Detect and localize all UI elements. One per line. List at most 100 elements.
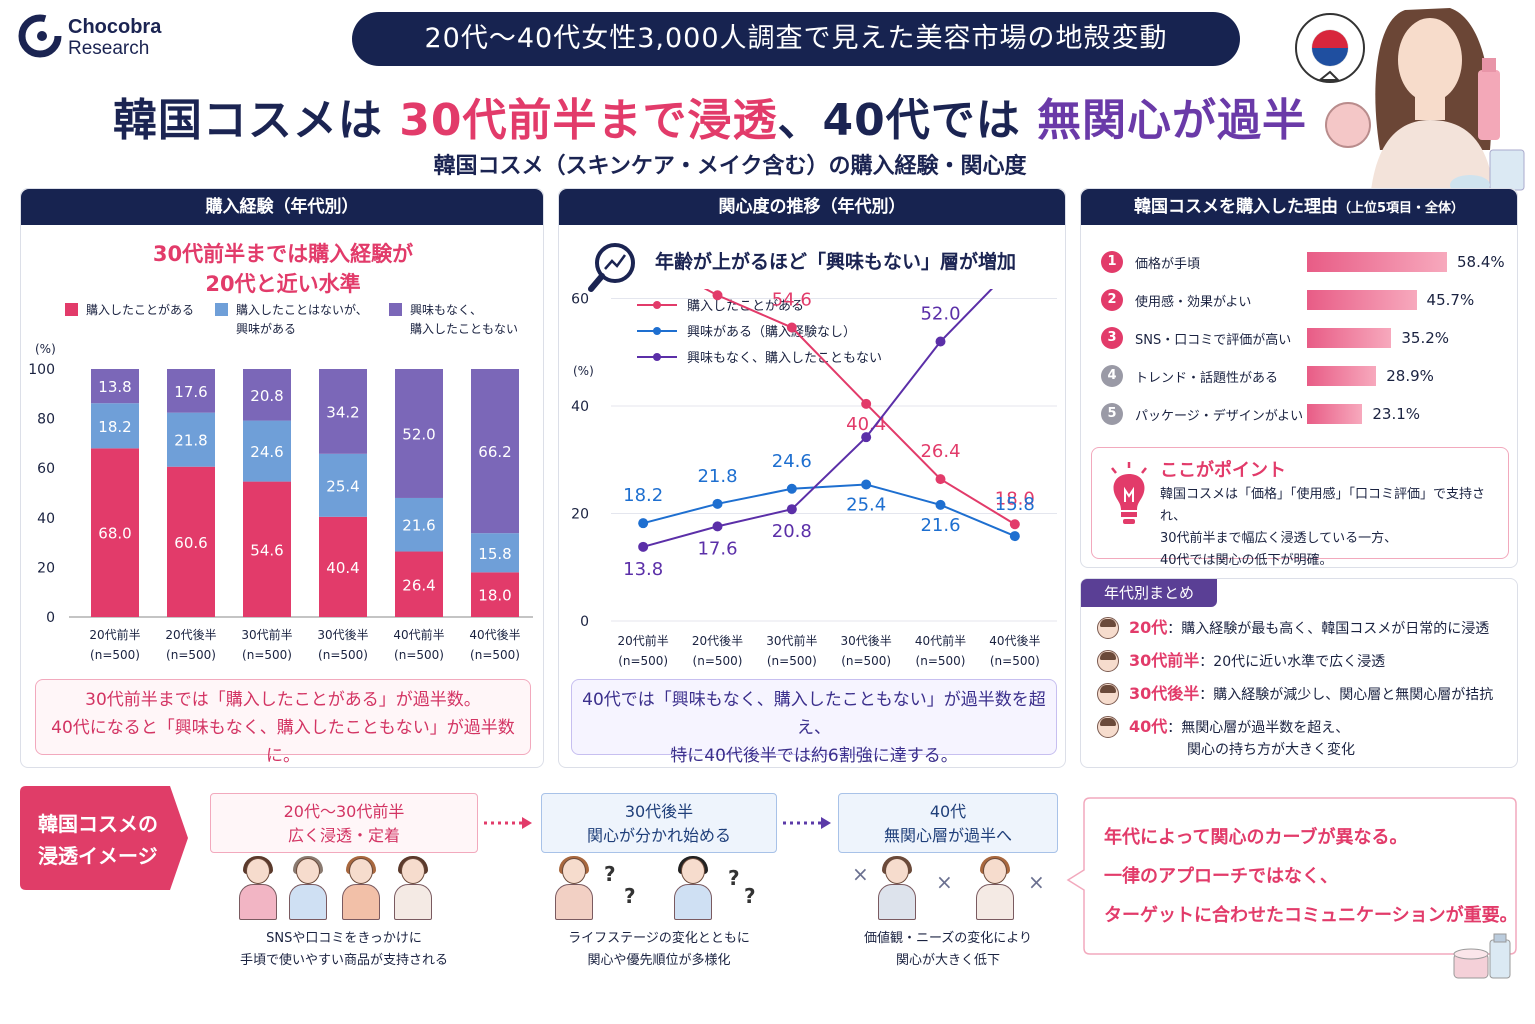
message-bubble	[1066, 797, 1517, 955]
bar-segment	[167, 369, 215, 413]
data-point	[712, 498, 723, 509]
message-line3: ターゲットに合わせたコミュニケーションが重要。	[1104, 905, 1518, 926]
woman-illustration	[553, 856, 595, 920]
data-label: 21.8	[697, 466, 737, 487]
summary-age: 30代後半	[1129, 684, 1200, 703]
legend-label: 興味もなく、	[410, 303, 482, 317]
stage-1-caption: SNSや口コミをきっかけに 手頃で使いやすい商品が支持される	[210, 928, 478, 972]
woman-illustration	[340, 856, 382, 920]
panel2-header: 関心度の推移（年代別）	[559, 189, 1065, 225]
x-tick-label: 20代前半	[618, 633, 669, 648]
headline-part1: 韓国コスメは	[112, 95, 400, 146]
x-tick-sample-size: (n=500)	[166, 648, 216, 662]
data-label: 24.6	[772, 451, 812, 472]
summary-title: 年代別まとめ	[1081, 579, 1217, 607]
data-point	[935, 499, 946, 510]
data-point	[1009, 531, 1020, 542]
penetration-label-text: 韓国コスメの 浸透イメージ	[38, 808, 158, 872]
y-tick-label: 60	[37, 461, 55, 477]
reason-value: 28.9%	[1386, 367, 1434, 385]
bar-segment	[319, 369, 367, 454]
reason-row: 3 SNS・口コミで評価が高い 35.2%	[1101, 325, 1449, 351]
bar-segment	[471, 572, 519, 617]
x-tick-sample-size: (n=500)	[767, 654, 817, 668]
stage-1-line1: 20代〜30代前半	[283, 802, 405, 821]
panel3-header-title: 韓国コスメを購入した理由	[1133, 197, 1338, 217]
series-line	[703, 289, 1016, 526]
magnifier-chart-icon	[588, 243, 635, 292]
reason-value: 45.7%	[1426, 291, 1475, 309]
bar-value-label: 21.6	[402, 517, 435, 535]
x-tick-label: 30代後半	[841, 634, 892, 648]
stage-3-caption-line2: 関心が大きく低下	[895, 953, 1000, 968]
panel2-note-line1: 40代では「興味もなく、購入したこともない」が過半数を超え、	[582, 690, 1046, 738]
cross-icon: ×	[936, 870, 953, 894]
bar-value-label: 18.2	[98, 418, 131, 436]
bar-value-label: 60.6	[174, 534, 207, 552]
bar-value-label: 25.4	[326, 477, 359, 495]
legend-swatch	[389, 303, 402, 316]
data-point	[638, 518, 649, 529]
y-axis-unit: (%)	[573, 364, 594, 378]
bar-value-label: 54.6	[250, 541, 283, 559]
bar-value-label: 20.8	[250, 387, 283, 405]
x-tick-label: 20代前半	[89, 627, 140, 642]
panel-purchase-experience: 購入経験（年代別） 30代前半までは購入経験が 20代と近い水準 購入したことが…	[20, 188, 544, 768]
stage-1-line2: 広く浸透・定着	[287, 826, 400, 845]
bar-segment	[167, 466, 215, 617]
penetration-label-line2: 浸透イメージ	[38, 844, 158, 868]
stage-3-line2: 無関心層が過半へ	[883, 826, 1012, 845]
message-line1: 年代によって関心のカーブが異なる。	[1104, 827, 1408, 848]
summary-text-line2: 関心の持ち方が大きく変化	[1187, 742, 1355, 758]
top-banner: 20代〜40代女性3,000人調査で見えた美容市場の地殻変動	[352, 12, 1240, 66]
reason-bar	[1307, 366, 1377, 386]
question-mark-icon: ?	[728, 866, 740, 890]
x-tick-sample-size: (n=500)	[394, 648, 444, 662]
x-tick-label: 40代後半	[989, 634, 1040, 648]
stage-1-box: 20代〜30代前半 広く浸透・定着	[210, 793, 478, 853]
cosmetics-icon	[1453, 933, 1511, 979]
data-label: 40.4	[846, 414, 886, 435]
brand-name: Chocobra	[68, 16, 162, 38]
y-tick-label: 20	[37, 560, 55, 576]
headline-part3: 、40代では	[777, 95, 1038, 146]
data-label: 26.4	[920, 441, 960, 462]
x-tick-label: 30代前半	[241, 627, 292, 642]
x-tick-sample-size: (n=500)	[318, 648, 368, 662]
woman-illustration	[1295, 8, 1525, 200]
summary-text: ：購入経験が減少し、関心層と無関心層が拮抗	[1199, 687, 1494, 703]
stage-3-line1: 40代	[929, 802, 967, 821]
bar-segment	[319, 453, 367, 517]
data-label: 20.8	[772, 521, 812, 542]
summary-row-30s-early: 30代前半：20代に近い水準で広く浸透	[1097, 650, 1385, 673]
y-tick-label: 0	[46, 610, 55, 626]
point-line1: 韓国コスメは「価格」「使用感」「口コミ評価」で支持され、	[1160, 487, 1486, 524]
data-point	[861, 398, 872, 409]
data-label: 25.4	[846, 494, 886, 515]
bar-value-label: 13.8	[98, 378, 131, 396]
bar-segment	[471, 533, 519, 573]
reason-row: 5 パッケージ・デザインがよい 23.1%	[1101, 401, 1420, 427]
data-point	[1009, 519, 1020, 530]
data-point	[861, 432, 872, 443]
x-tick-sample-size: (n=500)	[916, 654, 966, 668]
x-tick-label: 40代前半	[393, 627, 444, 642]
arrow-right-icon	[783, 817, 831, 829]
summary-age: 40代	[1129, 717, 1168, 736]
reason-value: 58.4%	[1457, 253, 1505, 271]
y-tick-label: 0	[580, 614, 589, 630]
point-line3: 40代では関心の低下が明確。	[1160, 553, 1333, 568]
reason-label: トレンド・話題性がある	[1135, 370, 1279, 386]
reason-label: 使用感・効果がよい	[1135, 294, 1252, 310]
rank-badge: 3	[1101, 327, 1123, 349]
woman-illustration	[237, 856, 279, 920]
legend-label: 興味もなく、購入したこともない	[687, 351, 882, 366]
bar-segment	[167, 412, 215, 467]
headline-part2: 30代前半まで浸透	[399, 95, 778, 146]
x-tick-label: 30代後半	[317, 628, 368, 642]
bar-value-label: 34.2	[326, 403, 359, 421]
legend-label: 興味がある	[236, 321, 296, 336]
stage-3-box: 40代 無関心層が過半へ	[838, 793, 1058, 853]
cross-icon: ×	[1028, 870, 1045, 894]
legend-label: 購入したことがある	[86, 302, 194, 317]
